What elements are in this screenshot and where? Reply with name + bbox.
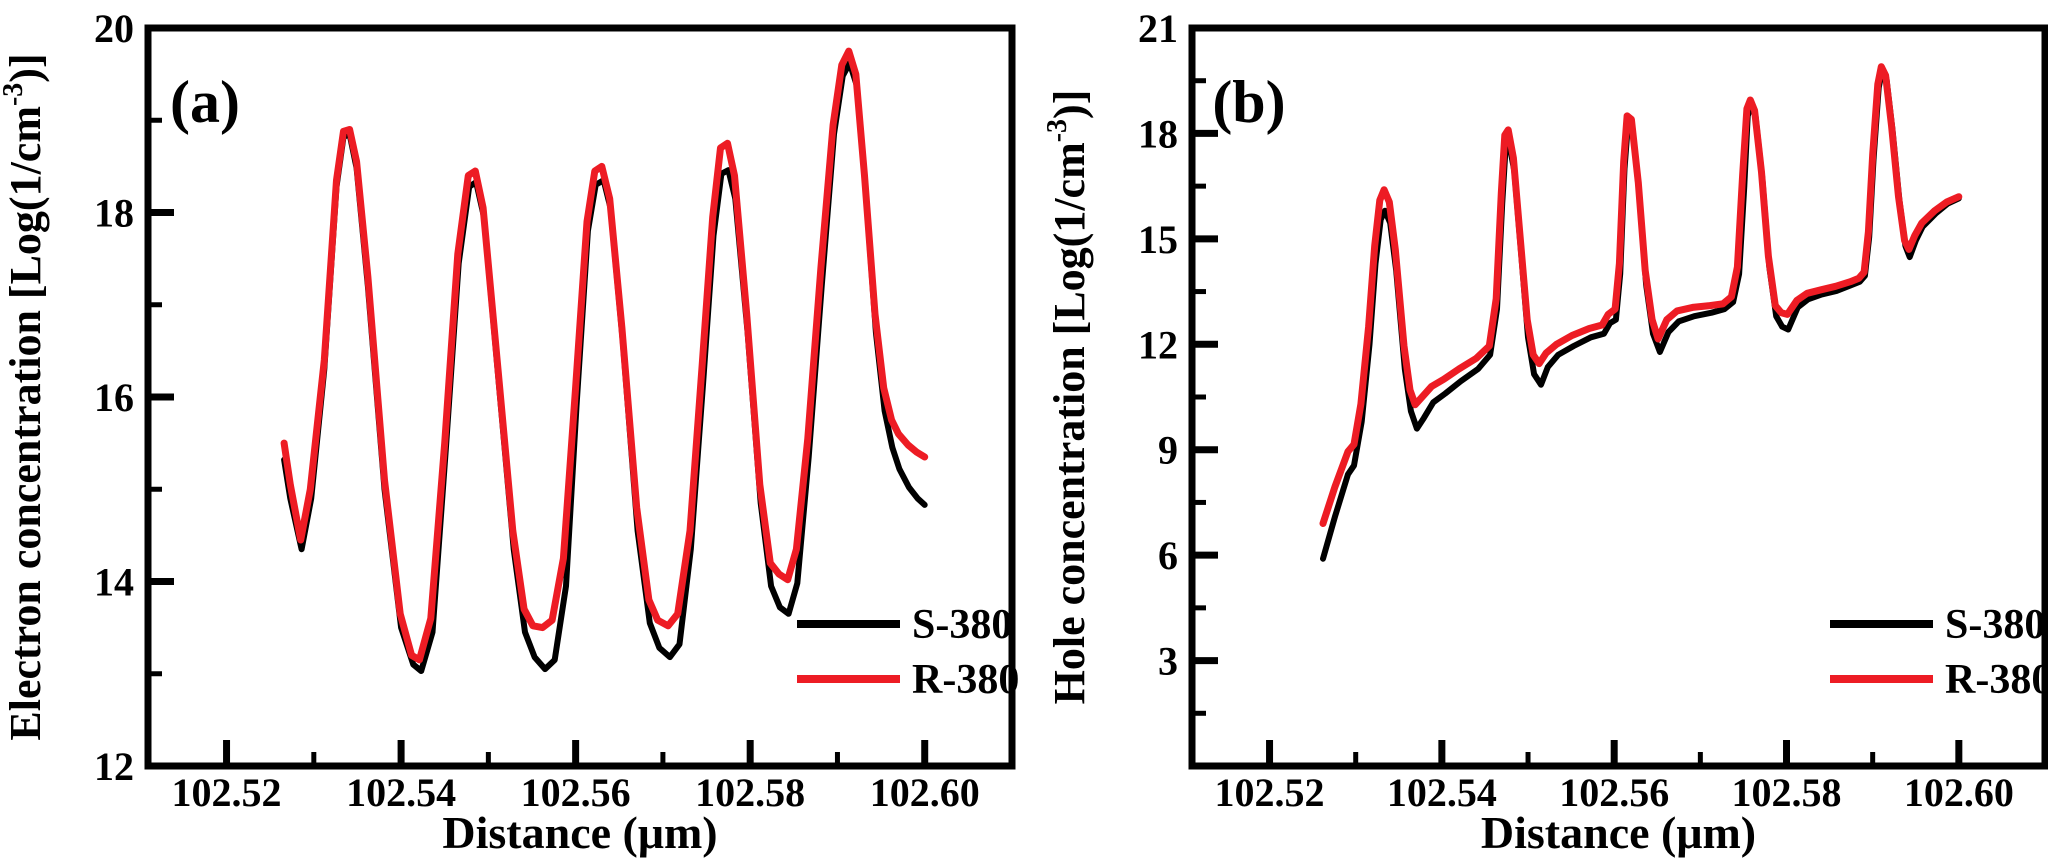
legend-label-r-380: R-380 <box>1945 657 2048 703</box>
panel-a: 102.52 102.54 102.56 102.58 102.60 12 14 16 18 20… <box>0 6 1019 858</box>
legend: S-380 R-380 <box>1830 602 2048 703</box>
y-tick-label: 3 <box>1158 639 1178 684</box>
ticks-group: 102.52 102.54 102.56 102.58 102.60 3 6 9 12 15 18 2… <box>1138 6 2014 815</box>
x-tick-label: 102.60 <box>1904 770 2014 815</box>
x-tick-label: 102.52 <box>172 770 282 815</box>
series-group <box>280 47 929 674</box>
y-axis-title-sup: -3 <box>0 83 29 106</box>
series-group <box>1319 63 1963 562</box>
y-axis-title: Hole concentration [Log(1/cm-3)] <box>1042 90 1094 705</box>
y-tick-label: 12 <box>1138 322 1178 367</box>
y-tick-label: 18 <box>1138 111 1178 156</box>
panel-tag: (b) <box>1212 69 1285 135</box>
ticks-group: 102.52 102.54 102.56 102.58 102.60 12 14 16 18 20 <box>94 6 980 815</box>
y-tick-label: 20 <box>94 6 134 51</box>
panel-tag: (a) <box>170 69 240 135</box>
y-tick-label: 14 <box>94 560 134 605</box>
x-tick-label: 102.56 <box>521 770 631 815</box>
y-tick-label: 16 <box>94 375 134 420</box>
legend: S-380 R-380 <box>797 602 1019 703</box>
y-axis-title: Electron concentration [Log(1/cm-3)] <box>0 53 50 740</box>
y-tick-label: 21 <box>1138 6 1178 51</box>
legend-label-s-380: S-380 <box>912 602 1012 648</box>
x-tick-label: 102.58 <box>1732 770 1842 815</box>
x-tick-label: 102.54 <box>1387 770 1497 815</box>
legend-label-s-380: S-380 <box>1945 602 2045 648</box>
y-tick-label: 18 <box>94 191 134 236</box>
x-tick-label: 102.60 <box>870 770 980 815</box>
series-line-r-380 <box>1319 63 1963 527</box>
x-tick-label: 102.54 <box>346 770 456 815</box>
x-tick-label: 102.56 <box>1559 770 1669 815</box>
y-axis-title-sup: -3 <box>1042 119 1073 142</box>
y-tick-label: 15 <box>1138 217 1178 262</box>
x-tick-label: 102.52 <box>1215 770 1325 815</box>
y-tick-label: 6 <box>1158 533 1178 578</box>
x-axis-title: Distance (μm) <box>442 807 717 858</box>
series-line-r-380 <box>280 47 929 664</box>
y-tick-label: 9 <box>1158 428 1178 473</box>
y-axis-title-pre: Electron concentration [Log(1/cm <box>1 106 50 741</box>
x-tick-label: 102.58 <box>695 770 805 815</box>
y-tick-label: 12 <box>94 744 134 789</box>
panel-b: 102.52 102.54 102.56 102.58 102.60 3 6 9 12 15 18 2… <box>1042 6 2048 858</box>
y-axis-title-pre: Hole concentration [Log(1/cm <box>1045 142 1094 704</box>
y-axis-title-post: )] <box>1 53 50 82</box>
y-axis-title-post: )] <box>1045 90 1094 119</box>
plot-frame <box>144 24 1016 770</box>
legend-label-r-380: R-380 <box>912 657 1019 703</box>
series-line-s-380 <box>1320 67 1962 562</box>
x-axis-title: Distance (μm) <box>1481 807 1756 858</box>
plot-frame <box>1188 24 2048 770</box>
